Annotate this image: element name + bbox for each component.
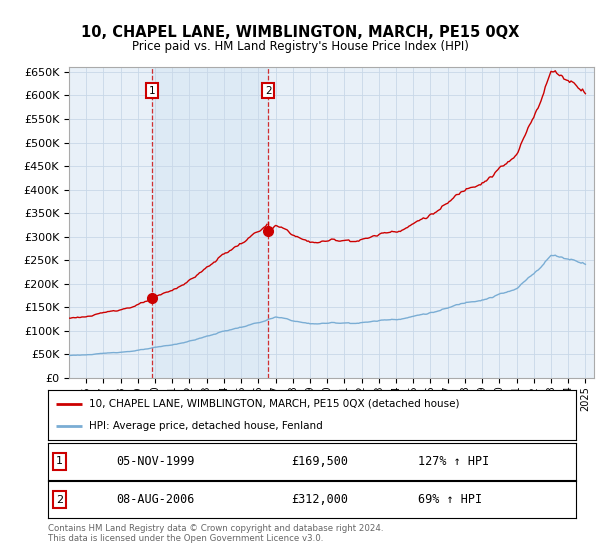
Text: £312,000: £312,000: [291, 493, 348, 506]
Text: Price paid vs. HM Land Registry's House Price Index (HPI): Price paid vs. HM Land Registry's House …: [131, 40, 469, 53]
Text: Contains HM Land Registry data © Crown copyright and database right 2024.
This d: Contains HM Land Registry data © Crown c…: [48, 524, 383, 543]
Text: 08-AUG-2006: 08-AUG-2006: [116, 493, 195, 506]
Text: 1: 1: [56, 456, 63, 466]
Text: 1: 1: [149, 86, 155, 96]
Text: HPI: Average price, detached house, Fenland: HPI: Average price, detached house, Fenl…: [89, 421, 323, 431]
Text: 10, CHAPEL LANE, WIMBLINGTON, MARCH, PE15 0QX: 10, CHAPEL LANE, WIMBLINGTON, MARCH, PE1…: [81, 25, 519, 40]
Text: 2: 2: [265, 86, 272, 96]
Text: 10, CHAPEL LANE, WIMBLINGTON, MARCH, PE15 0QX (detached house): 10, CHAPEL LANE, WIMBLINGTON, MARCH, PE1…: [89, 399, 460, 409]
Text: 05-NOV-1999: 05-NOV-1999: [116, 455, 195, 468]
Text: 69% ↑ HPI: 69% ↑ HPI: [418, 493, 482, 506]
Text: 2: 2: [56, 494, 63, 505]
Text: £169,500: £169,500: [291, 455, 348, 468]
Text: 127% ↑ HPI: 127% ↑ HPI: [418, 455, 489, 468]
Bar: [152, 67, 268, 378]
